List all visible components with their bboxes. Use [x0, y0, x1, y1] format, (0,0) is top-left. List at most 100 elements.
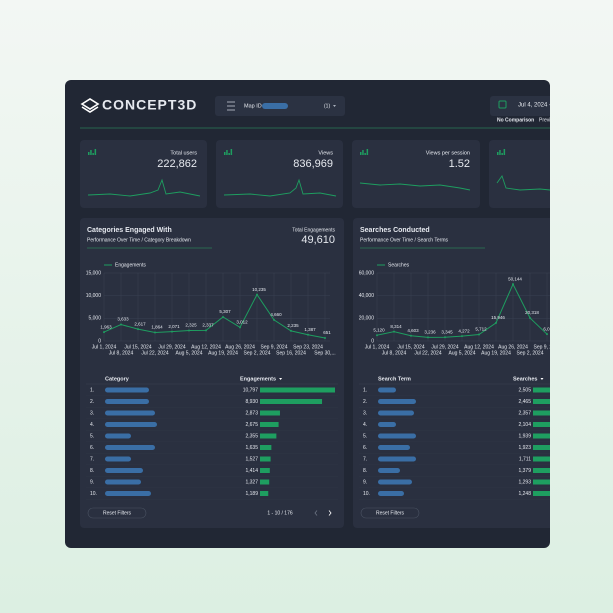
kpi-icon — [497, 152, 499, 155]
sparkline — [87, 178, 201, 197]
rank: 3. — [90, 410, 94, 416]
rank: 9. — [90, 479, 94, 485]
rank: 7. — [363, 456, 367, 462]
cell-value: 1,327 — [245, 479, 258, 485]
value-bar — [533, 491, 550, 496]
point — [290, 329, 292, 332]
redacted — [105, 410, 155, 416]
data-label: 8,314 — [390, 324, 402, 329]
date-box[interactable] — [490, 96, 570, 116]
redacted — [262, 103, 288, 109]
kpi-icon — [501, 153, 503, 155]
point — [546, 333, 548, 336]
cell-value: 1,527 — [245, 456, 258, 462]
comparison[interactable]: No Comparison — [497, 117, 534, 123]
point — [444, 336, 446, 339]
value-bar — [260, 433, 277, 439]
sort-arrow — [279, 378, 283, 380]
line — [103, 293, 326, 339]
cell-value: 1,923 — [518, 445, 531, 451]
data-label: 3,633 — [117, 317, 129, 322]
x-tick-label: Aug 19, 2024 — [481, 350, 511, 356]
redacted — [105, 445, 155, 450]
cell-value: 1,189 — [245, 491, 258, 497]
cell-value: 2,104 — [518, 422, 531, 428]
point — [376, 334, 378, 337]
x-tick-label: Jul 15, 2024 — [397, 344, 424, 350]
filter-label: Map ID — [244, 103, 262, 109]
x-tick-label: Jul 15, 2024 — [124, 344, 151, 350]
cell-value: 1,414 — [245, 468, 258, 474]
x-tick-label: Jul 22, 2024 — [414, 350, 441, 356]
x-tick-label: Aug 5, 2024 — [449, 350, 476, 356]
point — [273, 318, 275, 321]
data-label: 50,144 — [508, 276, 522, 281]
kpi-card — [80, 140, 207, 208]
logo-icon — [80, 98, 100, 113]
point — [410, 334, 412, 337]
point — [307, 333, 309, 336]
kpi-value: 222,862 — [157, 158, 197, 170]
rank: 7. — [90, 456, 94, 462]
prev-page[interactable] — [314, 510, 318, 516]
x-tick-label: Jul 8, 2024 — [109, 350, 134, 356]
cell-value: 2,675 — [245, 422, 258, 428]
value-bar — [533, 433, 550, 439]
redacted — [378, 468, 400, 473]
data-label: 1,387 — [304, 327, 316, 332]
kpi-label: Total users — [170, 150, 197, 156]
reset-label[interactable]: Reset Filters — [103, 510, 132, 516]
x-tick-label: Jul 1, 2024 — [92, 344, 117, 350]
rank: 1. — [363, 387, 367, 393]
comparison-alt[interactable]: Previous period — [539, 117, 574, 123]
reset-label[interactable]: Reset Filters — [376, 510, 405, 516]
redacted — [105, 433, 131, 439]
data-label: 5,307 — [219, 309, 231, 314]
x-tick-label: Jul 8, 2024 — [382, 350, 407, 356]
value-bar — [533, 456, 550, 462]
point — [137, 328, 139, 331]
kpi-icon — [90, 150, 92, 155]
x-tick-label: Aug 12, 2024 — [464, 344, 494, 350]
legend-label: Searches — [388, 262, 410, 268]
cell-value: 8,930 — [245, 399, 258, 405]
value-bar — [533, 422, 550, 427]
value-bar — [260, 422, 279, 427]
point — [529, 316, 531, 319]
next-page[interactable] — [328, 510, 332, 516]
sparkline — [359, 182, 471, 191]
kpi-label: Views — [318, 150, 333, 156]
data-label: 651 — [323, 330, 331, 335]
kpi-icon — [366, 149, 369, 155]
pagination: 1 - 10 / 176 — [267, 510, 293, 516]
value-bar — [260, 468, 270, 473]
x-tick-label: Sep 16, 2024 — [276, 350, 306, 356]
rank: 8. — [363, 468, 367, 474]
rank: 5. — [90, 433, 94, 439]
kpi-card — [216, 140, 343, 208]
filter-count: (1) — [324, 103, 330, 109]
kpi-card — [352, 140, 480, 208]
x-tick-label: Sep 9, 2024 — [261, 344, 288, 350]
cell-value: 1,939 — [518, 433, 531, 439]
redacted — [105, 387, 149, 393]
reset-button[interactable] — [87, 507, 147, 519]
point — [478, 333, 480, 336]
x-tick-label: Aug 26, 2024 — [225, 344, 255, 350]
y-tick-label: 0 — [98, 338, 101, 344]
cell-value: 2,465 — [518, 399, 531, 405]
rank: 4. — [90, 422, 94, 428]
column-header: Search Term — [378, 376, 411, 382]
data-label: 2,325 — [185, 323, 197, 328]
kpi-value: 1.52 — [449, 158, 470, 170]
redacted — [105, 456, 131, 462]
y-tick-label: 10,000 — [86, 293, 102, 299]
reset-button[interactable] — [360, 507, 420, 519]
kpi-icon — [94, 149, 97, 155]
y-tick-label: 20,000 — [359, 316, 375, 322]
data-label: 5,712 — [475, 327, 487, 332]
cell-value: 1,635 — [245, 445, 258, 451]
point — [512, 283, 514, 286]
rank: 6. — [90, 445, 94, 451]
